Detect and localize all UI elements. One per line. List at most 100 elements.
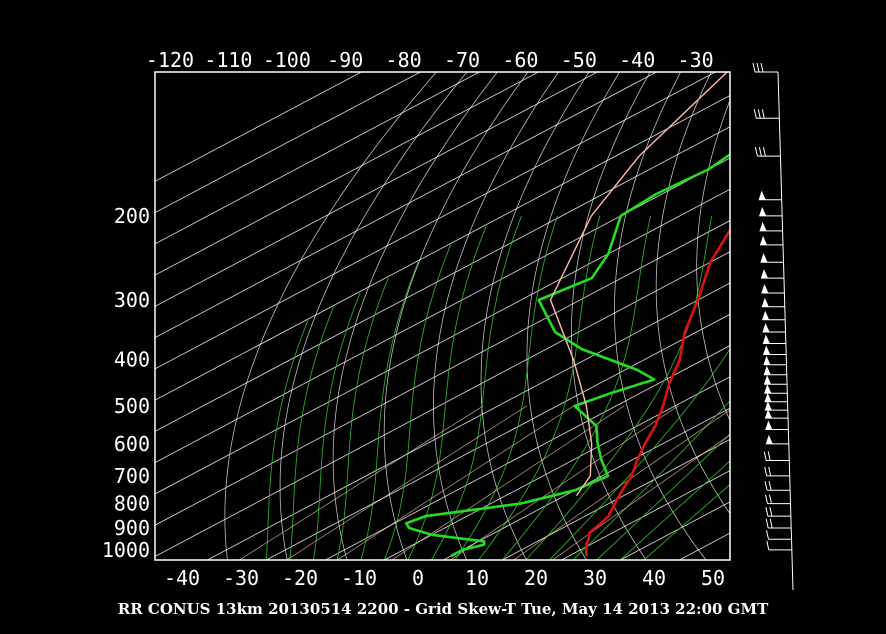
wind-barb-feather [765, 494, 768, 504]
wind-barb-feather [768, 466, 772, 477]
top-temperature-tick-label: -70 [444, 48, 480, 72]
isotherm-line [155, 188, 730, 495]
wind-barb-feather [764, 466, 768, 477]
mixing-ratio-line [513, 409, 730, 560]
bottom-temperature-tick-label: -30 [223, 566, 259, 590]
top-temperature-tick-label: -30 [678, 48, 714, 72]
wind-barb-pennant [759, 206, 767, 216]
wind-barb-pennant [764, 384, 772, 394]
top-temperature-tick-label: -110 [204, 48, 252, 72]
isotherm-line [325, 345, 730, 560]
bottom-temperature-tick-label: -20 [282, 566, 318, 590]
mixing-ratio-line [337, 405, 574, 560]
wind-barb-column [752, 62, 794, 591]
bottom-temperature-tick-label: 10 [465, 566, 489, 590]
wind-barb-pennant [764, 401, 772, 411]
wind-barb-feather [758, 146, 762, 157]
top-temperature-tick-label: -50 [561, 48, 597, 72]
dry-adiabat-line [848, 72, 886, 560]
wind-barb-feather [769, 494, 772, 504]
isotherm-line [443, 407, 730, 560]
top-temperature-tick-label: -40 [619, 48, 655, 72]
isotherm-line [155, 72, 421, 214]
isotherm-line [155, 72, 598, 307]
wind-barb-pennant [764, 392, 772, 402]
pressure-tick-label: 500 [114, 394, 150, 418]
mixing-ratio-line [552, 434, 730, 560]
wind-profile-baseline [777, 71, 794, 591]
bottom-temperature-tick-label: 20 [524, 566, 548, 590]
dry-adiabat-line [696, 99, 730, 422]
isotherm-line [266, 313, 730, 560]
moist-adiabat-line [265, 319, 309, 560]
isotherm-line [155, 72, 362, 182]
top-temperature-tick-label: -120 [146, 48, 194, 72]
moist-adiabat-line [336, 277, 389, 560]
pressure-tick-label: 1000 [102, 538, 150, 562]
isotherm-line [561, 470, 730, 560]
isotherm-line [155, 251, 730, 557]
isotherm-line [738, 72, 886, 560]
dry-adiabat-line [332, 72, 498, 560]
bottom-temperature-tick-label: -40 [164, 566, 200, 590]
wind-barb-feather [761, 109, 765, 119]
dry-adiabat-line [774, 72, 886, 560]
plot-frame [154, 71, 731, 561]
top-temperature-tick-label: -100 [263, 48, 311, 72]
dry-adiabat-line [812, 72, 886, 560]
wind-barb-feather [769, 506, 773, 517]
wind-barb-feather [760, 62, 764, 73]
chart-caption: RR CONUS 13km 20130514 2200 - Grid Skew-… [117, 600, 769, 618]
mixing-ratio-line [391, 405, 625, 560]
moist-adiabat-line [643, 483, 730, 560]
moist-adiabat-line [312, 292, 361, 560]
wind-barb-pennant [762, 310, 770, 320]
pressure-tick-label: 200 [114, 204, 150, 228]
wind-barb-feather [754, 146, 758, 157]
isotherm-line [155, 95, 730, 401]
mixing-ratio-line [286, 405, 528, 560]
wind-barb-feather [766, 530, 769, 540]
sounding-profiles [404, 72, 730, 558]
wind-barb-feather [756, 62, 760, 73]
moist-adiabat-line [549, 348, 730, 560]
isotherm-line [155, 72, 539, 276]
wind-barb-feather [766, 540, 770, 551]
isotherm-line [155, 220, 730, 526]
wind-barb-feather [752, 62, 756, 73]
dry-adiabat-line [736, 72, 885, 560]
wind-barb-pennant [760, 253, 768, 263]
top-temperature-tick-label: -80 [386, 48, 422, 72]
wind-barb-pennant [762, 322, 770, 332]
wind-barb-feather [768, 481, 772, 491]
wind-barb-pennant [760, 269, 768, 279]
mixing-ratio-line [239, 405, 484, 560]
moist-adiabat-line [431, 215, 522, 560]
wind-barb-pennant [763, 365, 771, 375]
wind-barb-feather [769, 518, 773, 529]
isotherm-line [679, 532, 730, 560]
dry-adiabat-line [655, 72, 730, 515]
mixing-ratio-line [450, 405, 679, 560]
top-temperature-tick-label: -90 [327, 48, 363, 72]
pressure-tick-label: 800 [114, 492, 150, 516]
isotherm-line [155, 72, 657, 339]
dry-adiabat-line [433, 72, 559, 560]
moist-adiabat-line [619, 460, 730, 560]
wind-barb-pennant [764, 375, 772, 385]
moist-adiabat-line [383, 244, 452, 560]
isotherm-line [155, 72, 480, 245]
moist-adiabat-line [572, 400, 730, 560]
wind-barb-pennant [759, 221, 767, 231]
wind-barb-pennant [765, 434, 773, 444]
wind-barb-feather [757, 109, 761, 119]
bottom-temperature-tick-label: -10 [341, 566, 377, 590]
wind-barb-pennant [763, 345, 771, 355]
bottom-temperature-tick-label: 40 [642, 566, 666, 590]
dry-adiabat-line [480, 72, 590, 560]
wind-barb-pennant [765, 420, 773, 430]
moist-adiabat-line [525, 215, 713, 560]
top-temperature-tick-label: -60 [502, 48, 538, 72]
